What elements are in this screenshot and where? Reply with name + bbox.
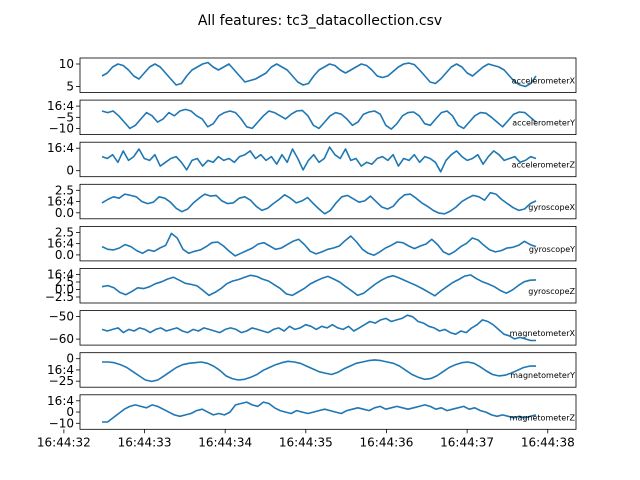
series-line-accelerometerZ: [101, 146, 537, 173]
y-tick-label: 16:4: [47, 195, 74, 209]
subplot-magnetometerX: −60 −50 magnetometerX: [49, 310, 577, 346]
subplot-label: gyroscopeX: [528, 203, 575, 212]
y-tick-label: 2.5: [55, 225, 74, 239]
y-tick-label: 16:4: [47, 99, 74, 113]
y-tick-label: 16:4: [47, 237, 74, 251]
y-tick-label: −2.5: [45, 290, 74, 304]
y-tick-label: 0: [66, 405, 74, 419]
subplot-label: magnetometerZ: [510, 413, 576, 422]
x-tick-label: 16:44:37: [440, 435, 494, 449]
x-tick-label: 16:44:34: [198, 435, 252, 449]
y-tick-label: 0: [66, 352, 74, 366]
x-tick-label: 16:44:33: [118, 435, 172, 449]
subplot-frame: [79, 183, 577, 220]
x-tick-label: 16:44:38: [521, 435, 575, 449]
y-tick-label: −50: [49, 310, 74, 324]
y-tick-label: 16:4: [47, 363, 74, 377]
y-tick-label: −5: [56, 110, 74, 124]
subplot-frame: [79, 225, 577, 262]
subplot-frame: [79, 352, 577, 388]
y-tick-label: 16:4: [47, 268, 74, 282]
subplot-frame: [79, 141, 577, 178]
subplot-frame: [79, 57, 577, 93]
subplot-label: magnetometerY: [510, 371, 575, 380]
subplot-accelerometerZ: 0 16:4 accelerometerZ: [47, 141, 577, 178]
series-line-accelerometerX: [101, 61, 537, 88]
shared-x-axis: 16:44:32 16:44:33 16:44:34 16:44:35 16:44:36…: [37, 429, 575, 449]
series-line-gyroscopeY: [101, 232, 537, 257]
figure-title: All features: tc3_datacollection.csv: [198, 13, 442, 29]
subplot-gyroscopeZ: −2.50.02.516:4 gyroscopeZ: [45, 268, 577, 304]
series-line-magnetometerZ: [102, 401, 537, 423]
subplot-gyroscopeY: 0.016:42.5 gyroscopeY: [47, 225, 577, 262]
subplot-label: gyroscopeZ: [528, 287, 575, 296]
y-tick-label: −25: [49, 374, 74, 388]
subplot-accelerometerY: −10−516:4 accelerometerY: [47, 99, 577, 136]
subplot-gyroscopeX: 0.016:42.5 gyroscopeX: [47, 183, 577, 220]
y-tick-label: 2.5: [55, 183, 74, 197]
y-tick-label: 0: [66, 164, 74, 178]
subplot-label: magnetometerX: [510, 329, 576, 338]
series-line-magnetometerY: [102, 359, 536, 383]
subplot-frame: [79, 394, 577, 430]
y-tick-label: 0.0: [55, 283, 74, 297]
subplot-label: gyroscopeY: [529, 245, 575, 254]
x-tick-label: 16:44:32: [37, 435, 91, 449]
subplot-label: accelerometerY: [512, 119, 575, 128]
y-tick-label: 2.5: [55, 275, 74, 289]
y-tick-label: −60: [49, 332, 74, 346]
y-tick-label: 5: [66, 80, 74, 94]
y-tick-label: −10: [49, 122, 74, 136]
series-line-accelerometerY: [101, 108, 537, 130]
subplot-frame: [79, 268, 577, 304]
subplots: 510accelerometerX−10−516:4accelerometerY…: [45, 57, 577, 430]
x-tick-label: 16:44:36: [360, 435, 414, 449]
y-tick-label: 16:4: [47, 141, 74, 155]
series-line-gyroscopeX: [101, 191, 537, 215]
y-tick-label: 16:4: [47, 394, 74, 408]
y-tick-label: −10: [49, 416, 74, 430]
y-tick-label: 0.0: [55, 206, 74, 220]
x-tick-label: 16:44:35: [279, 435, 333, 449]
subplot-label: accelerometerX: [512, 77, 576, 86]
y-tick-label: 0.0: [55, 248, 74, 262]
series-line-gyroscopeZ: [101, 274, 537, 297]
series-line-magnetometerX: [101, 314, 536, 342]
subplot-accelerometerX: 5 10 accelerometerX: [59, 57, 577, 94]
y-tick-label: 10: [59, 57, 74, 71]
subplot-label: accelerometerZ: [512, 161, 576, 170]
